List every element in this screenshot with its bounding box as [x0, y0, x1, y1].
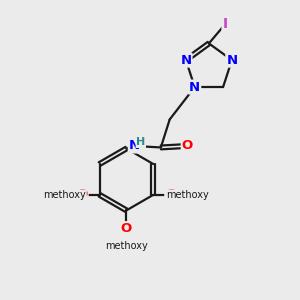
- Text: N: N: [189, 81, 200, 94]
- Text: I: I: [223, 17, 228, 31]
- Text: H: H: [136, 137, 146, 147]
- Text: O: O: [165, 188, 176, 201]
- Text: O: O: [121, 222, 132, 235]
- Text: N: N: [180, 54, 191, 67]
- Text: O: O: [182, 140, 193, 152]
- Text: N: N: [226, 54, 237, 67]
- Text: N: N: [129, 140, 140, 152]
- Text: methoxy: methoxy: [167, 190, 209, 200]
- Text: O: O: [76, 188, 88, 201]
- Text: methoxy: methoxy: [105, 241, 148, 251]
- Text: methoxy: methoxy: [44, 190, 86, 200]
